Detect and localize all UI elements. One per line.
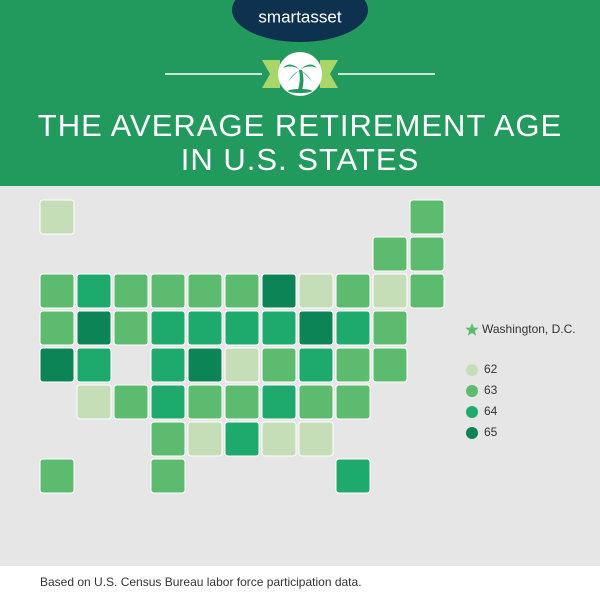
state xyxy=(150,458,186,494)
legend-label: 65 xyxy=(484,425,498,439)
legend-label: 63 xyxy=(484,383,498,397)
legend-swatch xyxy=(466,385,478,397)
state xyxy=(372,273,408,309)
state xyxy=(113,310,149,346)
state xyxy=(39,273,75,309)
state xyxy=(76,347,112,383)
state xyxy=(298,347,334,383)
state xyxy=(409,199,445,235)
state xyxy=(298,384,334,420)
state xyxy=(261,347,297,383)
state xyxy=(409,236,445,272)
state xyxy=(298,273,334,309)
state xyxy=(261,384,297,420)
legend-swatch xyxy=(466,406,478,418)
legend-swatch xyxy=(466,427,478,439)
state xyxy=(261,421,297,457)
title-line: THE AVERAGE RETIREMENT AGE xyxy=(38,108,562,143)
state xyxy=(224,421,260,457)
state xyxy=(150,384,186,420)
legend-label: 64 xyxy=(484,404,498,418)
state xyxy=(261,273,297,309)
state xyxy=(335,384,371,420)
state xyxy=(224,273,260,309)
state xyxy=(187,347,223,383)
state xyxy=(187,273,223,309)
state xyxy=(187,421,223,457)
state xyxy=(298,421,334,457)
state xyxy=(335,310,371,346)
state xyxy=(224,384,260,420)
palm-icon xyxy=(283,64,317,93)
state xyxy=(113,384,149,420)
state xyxy=(150,421,186,457)
state xyxy=(372,310,408,346)
title-line: IN U.S. STATES xyxy=(181,142,420,177)
state xyxy=(298,310,334,346)
state xyxy=(261,310,297,346)
state xyxy=(187,384,223,420)
state xyxy=(76,310,112,346)
state xyxy=(76,273,112,309)
state xyxy=(409,273,445,309)
state xyxy=(224,310,260,346)
brand: smartasset xyxy=(258,7,341,26)
dc-label: Washington, D.C. xyxy=(482,322,576,336)
state xyxy=(187,310,223,346)
state xyxy=(335,273,371,309)
footer-band xyxy=(0,566,600,606)
logo-badge xyxy=(232,0,368,42)
state xyxy=(39,347,75,383)
ribbon xyxy=(262,60,280,88)
state xyxy=(372,347,408,383)
state xyxy=(150,347,186,383)
state xyxy=(39,458,75,494)
state xyxy=(335,458,371,494)
legend-swatch xyxy=(466,364,478,376)
state xyxy=(39,310,75,346)
state xyxy=(335,347,371,383)
legend-label: 62 xyxy=(484,362,498,376)
state xyxy=(113,273,149,309)
state xyxy=(224,347,260,383)
state xyxy=(150,310,186,346)
ribbon xyxy=(320,60,338,88)
state xyxy=(39,199,75,235)
footer-note: Based on U.S. Census Bureau labor force … xyxy=(40,575,362,589)
state xyxy=(76,384,112,420)
dc-star xyxy=(465,323,479,336)
state xyxy=(150,273,186,309)
state xyxy=(372,236,408,272)
